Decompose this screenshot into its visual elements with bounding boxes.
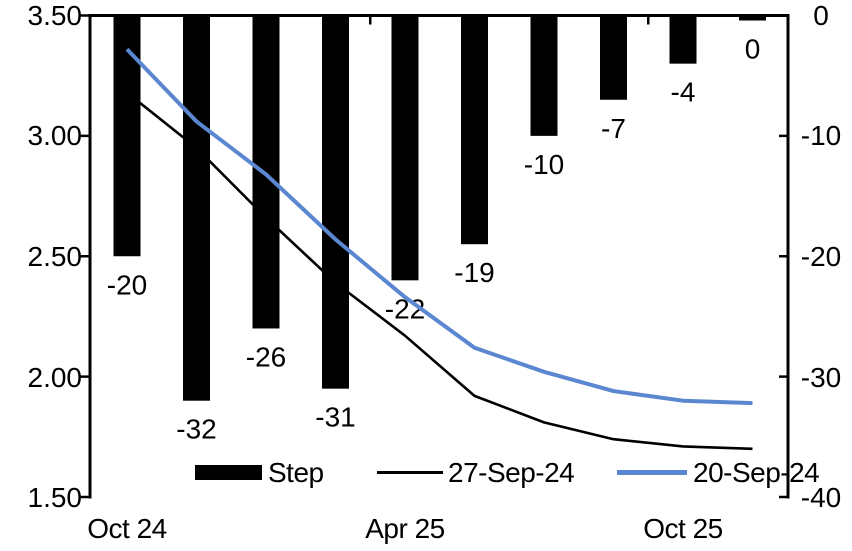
bar-step [113,17,141,257]
line-27-sep-24 [126,91,753,451]
bar-value-label: -7 [601,113,626,144]
right-axis-tick-label: -20 [800,241,842,272]
left-axis-tick-label: 2.50 [27,241,83,272]
legend-line-swatch-27sep [377,471,443,474]
bar-value-label: -31 [315,402,355,433]
line-20-sep-24 [125,47,753,406]
legend-line-swatch-20sep [617,470,687,475]
bar-step [600,17,627,100]
bar-value-label: -32 [176,414,216,445]
right-axis-tick-label: -30 [800,362,842,393]
x-axis-label-oct25: Oct 25 [643,513,723,544]
legend-label-20-sep-24: 20-Sep-24 [693,457,820,488]
legend-bar-swatch [195,465,262,480]
legend-label-step: Step [268,457,324,488]
bar-value-label: -26 [246,341,286,372]
bar-value-label: -4 [671,77,696,108]
right-axis-tick-label: 0 [813,0,829,31]
bar-step [739,17,766,21]
x-axis-label-oct24: Oct 24 [87,513,167,544]
left-axis-tick-label: 1.50 [27,482,83,513]
left-axis-tick-label: 3.00 [27,120,83,151]
bar-value-label: 0 [745,34,761,65]
bar-step [391,17,419,281]
bar-step [322,17,349,389]
bar-value-label: -19 [454,257,494,288]
x-axis-label-apr25: Apr 25 [365,513,445,544]
bar-step [183,17,210,401]
bar-value-label: -20 [107,269,147,300]
left-axis-tick-label: 2.00 [27,362,83,393]
left-axis-tick-label: 3.50 [27,0,83,31]
bar-step [461,17,488,245]
legend-label-27-sep-24: 27-Sep-24 [448,457,575,488]
bar-value-label: -10 [524,149,564,180]
bar-step [669,17,697,64]
right-axis-tick-label: -10 [800,120,842,151]
bar-step [530,17,558,136]
right-axis-tick-label: -40 [800,482,842,513]
